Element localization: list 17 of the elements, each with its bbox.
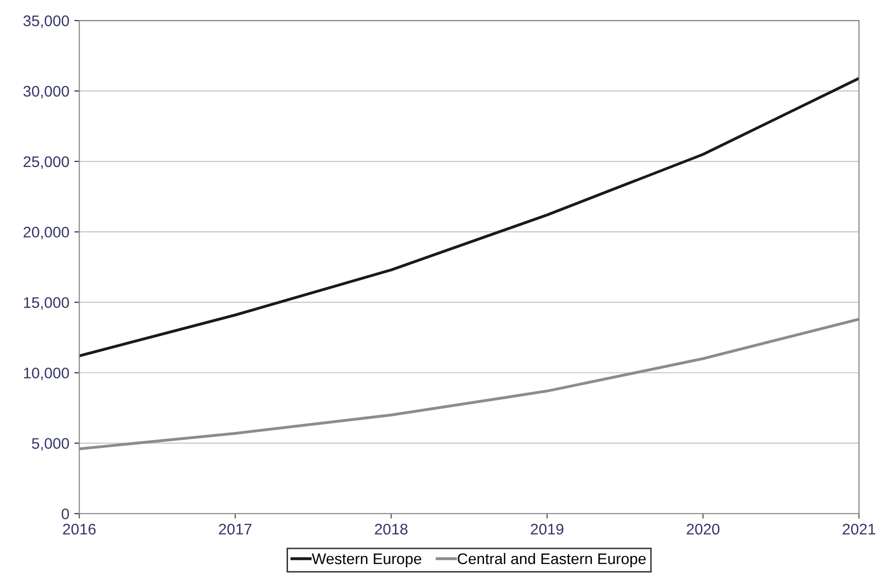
y-tick-label: 0 <box>62 508 69 520</box>
y-tick-label: 20,000 <box>24 226 69 240</box>
y-tick-label: 35,000 <box>23 15 69 28</box>
y-tick-label: 5,000 <box>32 438 69 451</box>
x-tick-label: 2016 <box>63 524 96 535</box>
legend-label: Central and Eastern Europe <box>458 552 646 568</box>
x-tick-label: 2018 <box>374 524 408 535</box>
y-tick-label: 15,000 <box>24 297 69 310</box>
x-tick-label: 2020 <box>686 524 720 535</box>
y-tick-label: 10,000 <box>24 368 69 380</box>
y-tick-label: 30,000 <box>23 86 69 98</box>
x-tick-label: 2019 <box>530 524 564 535</box>
y-tick-label: 25,000 <box>24 156 69 169</box>
line-series <box>79 76 859 358</box>
x-tick-label: 2017 <box>219 524 252 535</box>
x-tick-label: 2021 <box>842 524 876 535</box>
legend-label: Western Europe <box>312 554 422 568</box>
